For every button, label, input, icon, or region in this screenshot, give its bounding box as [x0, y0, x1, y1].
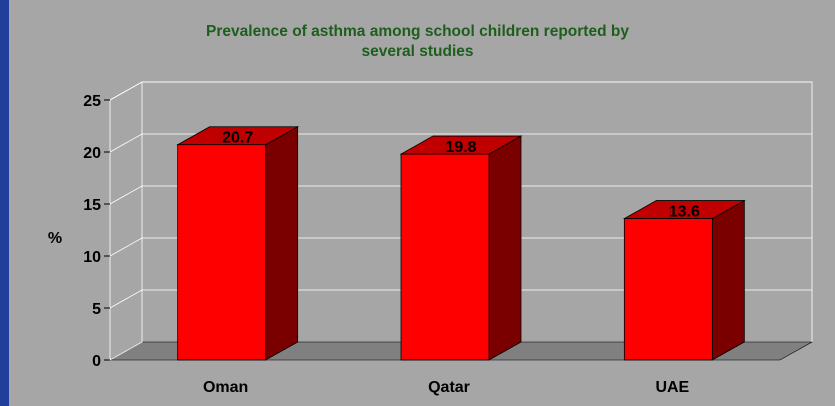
data-label: 19.8 [445, 139, 476, 156]
category-label: UAE [655, 379, 689, 396]
bar [622, 199, 746, 361]
bar-side [488, 135, 522, 361]
bar [176, 126, 300, 361]
bar-front [177, 144, 267, 361]
chart-title-line-2: several studies [361, 43, 474, 60]
gridline [109, 289, 812, 309]
data-label: 20.7 [222, 130, 253, 147]
y-tick-label: 0 [92, 353, 101, 370]
chart-side-wall [109, 81, 143, 361]
bar [399, 135, 523, 361]
gridline [109, 133, 812, 153]
y-tick-label: 25 [83, 93, 101, 110]
chart-title: Prevalence of asthma among school childr… [0, 22, 835, 62]
gridline [109, 237, 812, 257]
gridline [109, 185, 812, 205]
gridline [109, 81, 812, 101]
y-tick-label: 15 [83, 197, 101, 214]
y-tick-label: 10 [83, 249, 101, 266]
bar-side [711, 199, 745, 361]
category-label: Qatar [428, 379, 470, 396]
y-tick-label: 20 [83, 145, 101, 162]
y-axis-label: % [48, 230, 62, 247]
bar-front [400, 153, 490, 361]
data-label: 13.6 [669, 204, 700, 221]
category-label: Oman [203, 379, 248, 396]
chart-title-line-1: Prevalence of asthma among school childr… [206, 23, 629, 40]
y-tick-label: 5 [92, 301, 101, 318]
bar-front [623, 218, 713, 361]
bar-side [265, 126, 299, 361]
